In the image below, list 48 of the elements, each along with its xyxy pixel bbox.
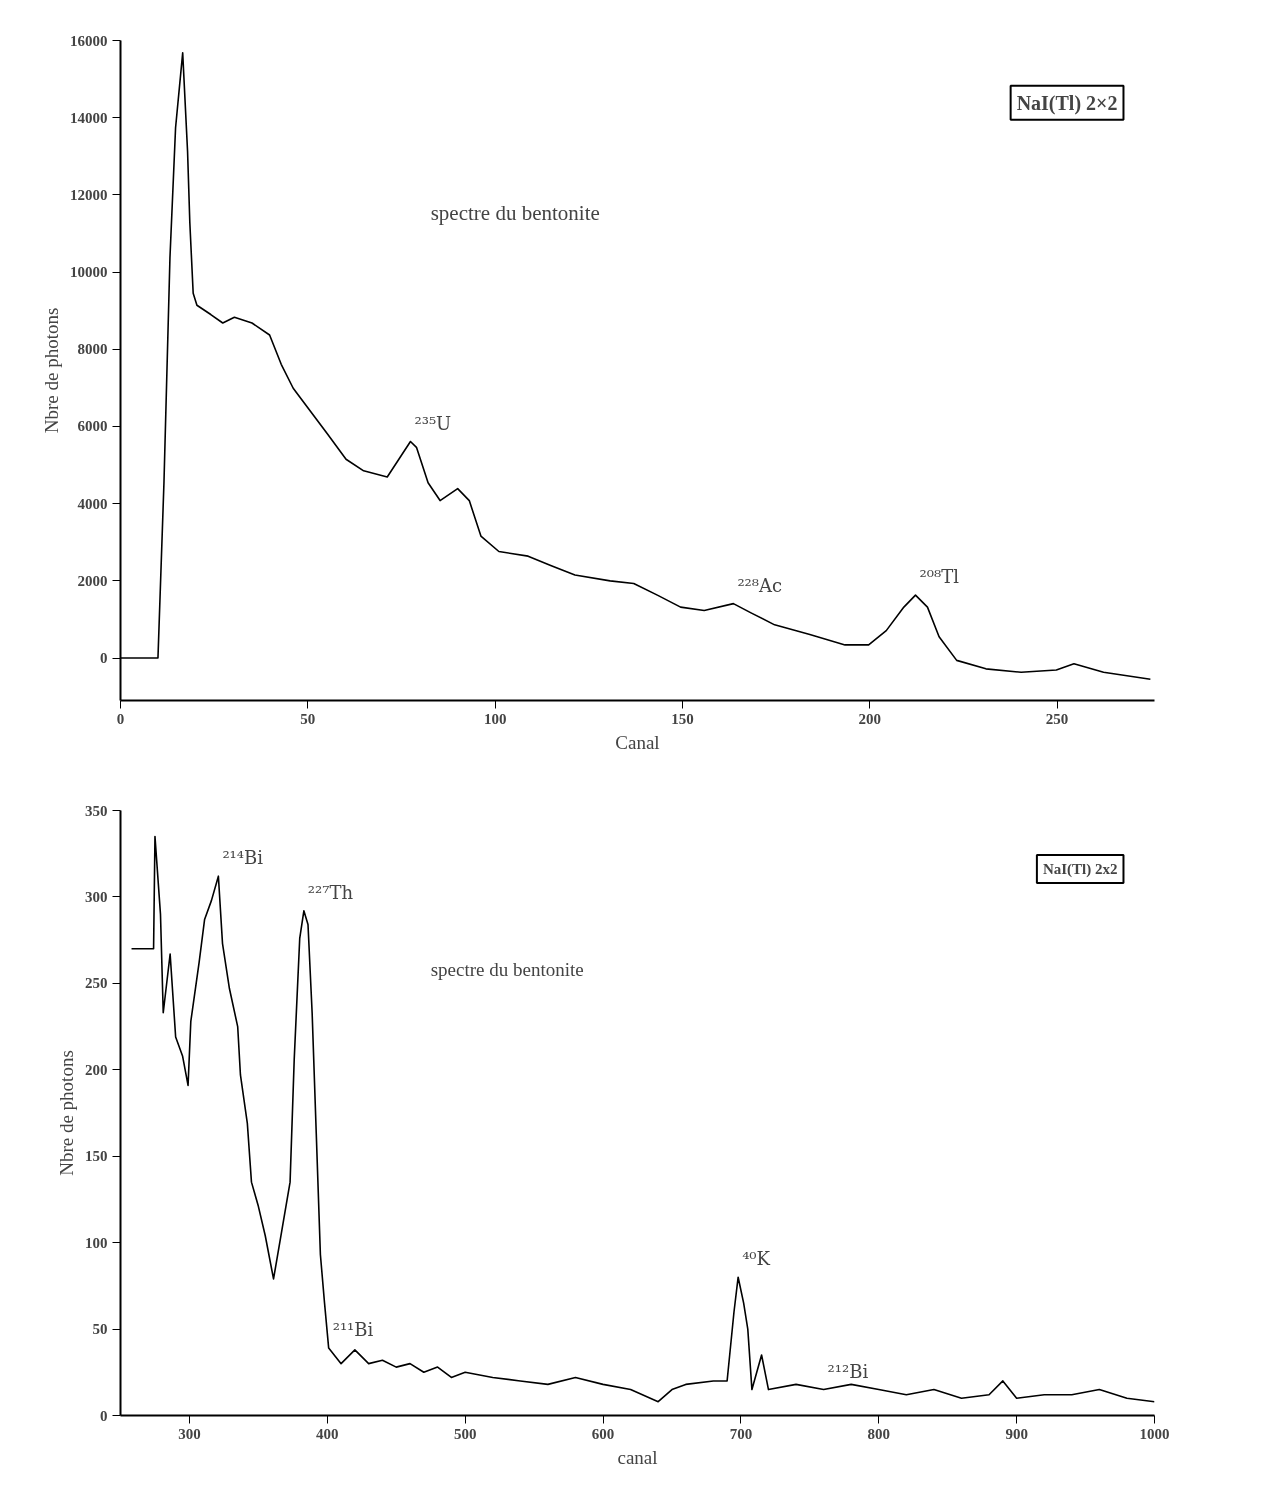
annotation: ²¹⁴Bi xyxy=(222,847,264,869)
y-tick-label: 300 xyxy=(85,888,108,905)
annotation: NaI(Tl) 2×2 xyxy=(1016,91,1118,115)
annotation: ²⁰⁸Tl xyxy=(919,566,960,588)
annotation: ²¹¹Bi xyxy=(332,1319,374,1341)
annotation: NaI(Tl) 2x2 xyxy=(1042,861,1118,879)
x-tick-label: 700 xyxy=(729,1425,753,1442)
x-tick-label: 400 xyxy=(316,1425,339,1442)
x-tick-label: 900 xyxy=(1005,1425,1028,1442)
x-tick-label: 100 xyxy=(483,710,507,727)
y-tick-label: 100 xyxy=(85,1234,108,1251)
x-tick-label: 50 xyxy=(300,710,316,727)
x-tick-label: 1000 xyxy=(1139,1425,1170,1442)
y-tick-label: 2000 xyxy=(77,572,108,589)
y-axis-title: Nbre de photons xyxy=(56,1050,77,1176)
annotation: ⁴⁰K xyxy=(742,1248,771,1270)
y-tick-label: 0 xyxy=(100,650,108,667)
x-tick-label: 250 xyxy=(1045,710,1069,727)
y-tick-label: 12000 xyxy=(70,186,108,203)
x-tick-label: 150 xyxy=(671,710,694,727)
annotation: ²²⁷Th xyxy=(307,881,354,903)
y-tick-label: 250 xyxy=(85,975,108,992)
annotation: ²²⁸Ac xyxy=(737,574,783,596)
x-axis-title: canal xyxy=(617,1446,658,1468)
y-tick-label: 150 xyxy=(85,1148,108,1165)
x-tick-label: 800 xyxy=(867,1425,891,1442)
y-tick-label: 16000 xyxy=(70,32,108,49)
annotation: ²¹²Bi xyxy=(827,1360,869,1382)
annotation: spectre du bentonite xyxy=(430,958,584,980)
x-tick-label: 500 xyxy=(453,1425,477,1442)
line-series xyxy=(130,835,1155,1403)
y-tick-label: 50 xyxy=(92,1321,108,1338)
y-tick-label: 4000 xyxy=(77,495,108,512)
y-tick-label: 10000 xyxy=(70,264,108,281)
y-tick-label: 350 xyxy=(85,802,108,819)
y-axis-title: Nbre de photons xyxy=(41,307,62,434)
y-tick-label: 0 xyxy=(100,1407,108,1424)
x-tick-label: 0 xyxy=(116,710,125,727)
y-tick-label: 14000 xyxy=(70,109,108,126)
x-axis-title: Canal xyxy=(615,731,660,753)
y-tick-label: 8000 xyxy=(77,341,108,358)
x-tick-label: 300 xyxy=(178,1425,201,1442)
x-tick-label: 600 xyxy=(591,1425,615,1442)
annotation: spectre du bentonite xyxy=(430,201,600,226)
annotation: ²³⁵U xyxy=(414,412,452,434)
x-tick-label: 200 xyxy=(858,710,882,727)
y-tick-label: 200 xyxy=(85,1061,108,1078)
y-tick-label: 6000 xyxy=(77,418,108,435)
